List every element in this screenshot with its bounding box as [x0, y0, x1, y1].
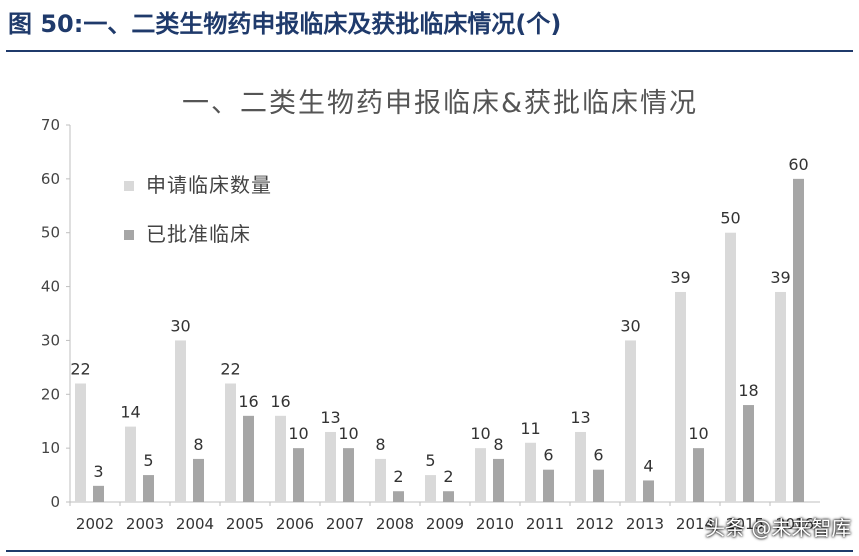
data-label: 10	[288, 424, 308, 443]
legend-label: 已批准临床	[146, 222, 251, 246]
y-tick-label: 10	[41, 439, 60, 457]
bar-approved	[693, 448, 704, 502]
data-label: 16	[238, 392, 258, 411]
bar-applied	[625, 340, 636, 502]
data-label: 10	[688, 424, 708, 443]
bar-approved	[93, 485, 104, 502]
bar-approved	[793, 178, 804, 502]
bar-approved	[593, 469, 604, 502]
y-tick-label: 40	[41, 278, 60, 296]
x-tick-label: 2015	[726, 515, 764, 533]
bar-applied	[725, 232, 736, 502]
bar-applied	[575, 431, 586, 502]
data-label: 22	[220, 360, 240, 379]
data-label: 11	[520, 419, 540, 438]
footer-divider	[6, 550, 853, 552]
watermark: 头条 @未来智库	[705, 516, 852, 540]
bar-applied	[325, 431, 336, 502]
y-tick-label: 60	[41, 170, 60, 188]
bar-approved	[443, 491, 454, 502]
data-label: 30	[620, 316, 640, 335]
bar-applied	[225, 383, 236, 502]
data-label: 22	[70, 360, 90, 379]
data-label: 18	[738, 381, 758, 400]
data-label: 2	[443, 467, 453, 486]
data-label: 16	[270, 392, 290, 411]
chart-title: 一、二类生物药申报临床&获批临床情况	[182, 88, 698, 119]
y-tick-label: 20	[41, 385, 60, 403]
data-label: 39	[770, 268, 790, 287]
x-tick-label: 2004	[176, 515, 214, 533]
data-label: 3	[93, 462, 103, 481]
x-tick-label: 2012	[576, 515, 614, 533]
data-label: 50	[720, 209, 740, 228]
bar-applied	[125, 426, 136, 502]
bar-applied	[175, 340, 186, 502]
data-label: 30	[170, 316, 190, 335]
x-tick-label: 2005	[226, 515, 264, 533]
x-tick-label: 2003	[126, 515, 164, 533]
bar-approved	[343, 448, 354, 502]
legend-swatch	[124, 181, 134, 191]
bar-approved	[543, 469, 554, 502]
data-label: 6	[593, 446, 603, 465]
data-label: 2	[393, 467, 403, 486]
data-label: 5	[143, 451, 153, 470]
data-label: 13	[320, 408, 340, 427]
bar-applied	[75, 383, 86, 502]
bar-approved	[243, 415, 254, 502]
x-tick-label: 2009	[426, 515, 464, 533]
bar-applied	[775, 291, 786, 502]
bar-applied	[525, 442, 536, 502]
x-tick-label: 2008	[376, 515, 414, 533]
bar-approved	[493, 458, 504, 502]
data-label: 6	[543, 446, 553, 465]
bar-approved	[643, 480, 654, 502]
x-tick-label: 2010	[476, 515, 514, 533]
x-tick-label: 2007	[326, 515, 364, 533]
x-tick-label: 2011	[526, 515, 564, 533]
x-tick-label: 2002	[76, 515, 114, 533]
bar-approved	[393, 491, 404, 502]
bar-applied	[425, 475, 436, 502]
bar-approved	[143, 475, 154, 502]
data-label: 60	[788, 155, 808, 174]
x-tick-label: 2006	[276, 515, 314, 533]
y-tick-label: 0	[50, 493, 60, 511]
data-label: 8	[193, 435, 203, 454]
data-label: 13	[570, 408, 590, 427]
data-label: 8	[493, 435, 503, 454]
figure-title: 图 50:一、二类生物药申报临床及获批临床情况(个)	[8, 10, 562, 38]
bar-applied	[675, 291, 686, 502]
x-tick-label: 2013	[626, 515, 664, 533]
data-label: 8	[375, 435, 385, 454]
y-tick-label: 50	[41, 224, 60, 242]
bar-applied	[475, 448, 486, 502]
legend-swatch	[124, 230, 134, 240]
header-divider	[6, 50, 853, 52]
data-label: 10	[338, 424, 358, 443]
bar-approved	[193, 458, 204, 502]
bars	[75, 178, 804, 502]
data-label: 10	[470, 424, 490, 443]
y-tick-label: 70	[41, 116, 60, 134]
bar-applied	[375, 458, 386, 502]
data-label: 14	[120, 403, 140, 422]
data-label: 5	[425, 451, 435, 470]
data-label: 39	[670, 268, 690, 287]
y-tick-label: 30	[41, 331, 60, 349]
legend-label: 申请临床数量	[146, 173, 272, 197]
data-label: 4	[643, 456, 653, 475]
bar-approved	[743, 405, 754, 502]
x-tick-label: 2016	[776, 515, 814, 533]
bar-approved	[293, 448, 304, 502]
x-tick-label: 2014	[676, 515, 714, 533]
bar-applied	[275, 415, 286, 502]
